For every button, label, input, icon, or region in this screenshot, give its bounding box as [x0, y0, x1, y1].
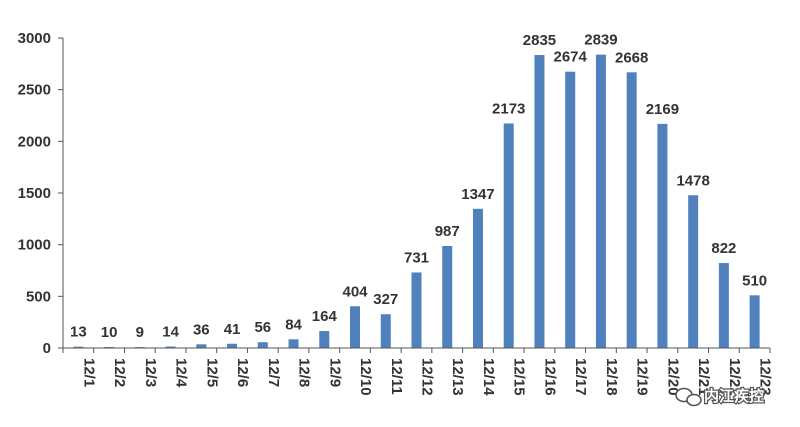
x-tick-label: 12/8	[296, 358, 313, 387]
bar	[288, 339, 299, 348]
bar	[380, 314, 391, 348]
data-label: 2835	[523, 32, 556, 49]
data-label: 84	[285, 316, 302, 333]
x-tick-label: 12/11	[388, 358, 405, 395]
x-tick-label: 12/1	[80, 358, 97, 387]
x-tick-label: 12/16	[541, 358, 558, 396]
y-tick-label: 2500	[18, 82, 51, 99]
x-tick-label: 12/14	[480, 358, 497, 396]
bar	[73, 346, 84, 348]
y-tick-label: 0	[43, 340, 51, 357]
data-label: 2668	[615, 49, 648, 66]
bar	[749, 295, 760, 348]
bar	[165, 346, 176, 348]
data-label: 9	[136, 324, 144, 341]
x-tick-label: 12/9	[326, 358, 343, 387]
data-label: 822	[711, 240, 736, 257]
x-tick-label: 12/18	[603, 358, 620, 396]
y-tick-label: 2000	[18, 133, 51, 150]
watermark-text: 内江疾控	[704, 387, 764, 405]
x-tick-label: 12/12	[419, 358, 436, 396]
x-tick-label: 12/4	[173, 358, 190, 388]
y-tick-label: 1000	[18, 237, 51, 254]
data-label: 13	[70, 324, 87, 341]
data-label: 36	[193, 321, 210, 338]
y-tick-label: 1500	[18, 185, 51, 202]
x-tick-label: 12/6	[234, 358, 251, 387]
watermark: 内江疾控	[675, 386, 765, 407]
x-tick-label: 12/19	[634, 358, 651, 396]
x-tick-label: 12/15	[511, 358, 528, 396]
x-tick-label: 12/13	[449, 358, 466, 396]
bar	[227, 343, 238, 348]
data-label: 10	[101, 324, 118, 341]
x-tick-label: 12/22	[726, 358, 743, 396]
data-label: 1478	[676, 172, 709, 189]
bar	[595, 54, 606, 349]
data-label: 2173	[492, 100, 525, 117]
x-tick-label: 12/21	[695, 358, 712, 396]
x-axis: 12/1 12/2 12/3 12/4 12/5 12/6 12/7 12/8 12/9 12/1…	[62, 347, 774, 396]
wechat-icon	[675, 387, 702, 407]
bar	[534, 55, 545, 349]
x-tick-label: 12/17	[572, 358, 589, 396]
data-label: 41	[224, 321, 241, 338]
x-tick-label: 12/23	[757, 358, 774, 396]
y-tick-label: 500	[26, 288, 51, 305]
data-label: 2169	[646, 101, 679, 118]
data-label: 164	[312, 308, 338, 325]
bar	[196, 344, 207, 348]
bar	[472, 208, 483, 348]
x-tick-label: 12/2	[111, 358, 128, 387]
bar	[718, 263, 729, 348]
bar	[411, 272, 422, 348]
bar	[503, 123, 514, 348]
data-label: 2839	[584, 32, 617, 49]
y-axis: 0 500 1000 1500 2000 2500 3000	[18, 30, 64, 357]
data-label: 1347	[461, 186, 494, 203]
x-tick-label: 12/20	[664, 358, 681, 396]
bars	[73, 54, 760, 349]
x-tick-label: 12/10	[357, 358, 374, 396]
data-label: 731	[404, 249, 429, 266]
data-label: 14	[162, 324, 179, 341]
x-tick-label: 12/7	[265, 358, 282, 387]
data-label: 327	[373, 291, 398, 308]
bar	[442, 246, 453, 348]
x-tick-label: 12/5	[203, 358, 220, 387]
data-label: 2674	[554, 49, 588, 66]
bar	[350, 306, 361, 348]
bar	[688, 195, 699, 348]
data-label: 56	[254, 319, 271, 336]
bar	[104, 346, 115, 348]
data-label: 510	[742, 272, 767, 289]
bar	[257, 342, 268, 348]
bar	[565, 71, 576, 348]
data-labels: 13 10 9 14 36 41 56 84 164 404 327 731 987 1347 2173 28…	[70, 32, 767, 341]
data-label: 404	[343, 283, 369, 300]
x-tick-label: 12/3	[142, 358, 159, 387]
y-tick-label: 3000	[18, 30, 51, 47]
bar	[657, 123, 668, 349]
data-label: 987	[435, 223, 460, 240]
bar	[626, 72, 637, 348]
bar	[319, 331, 330, 348]
